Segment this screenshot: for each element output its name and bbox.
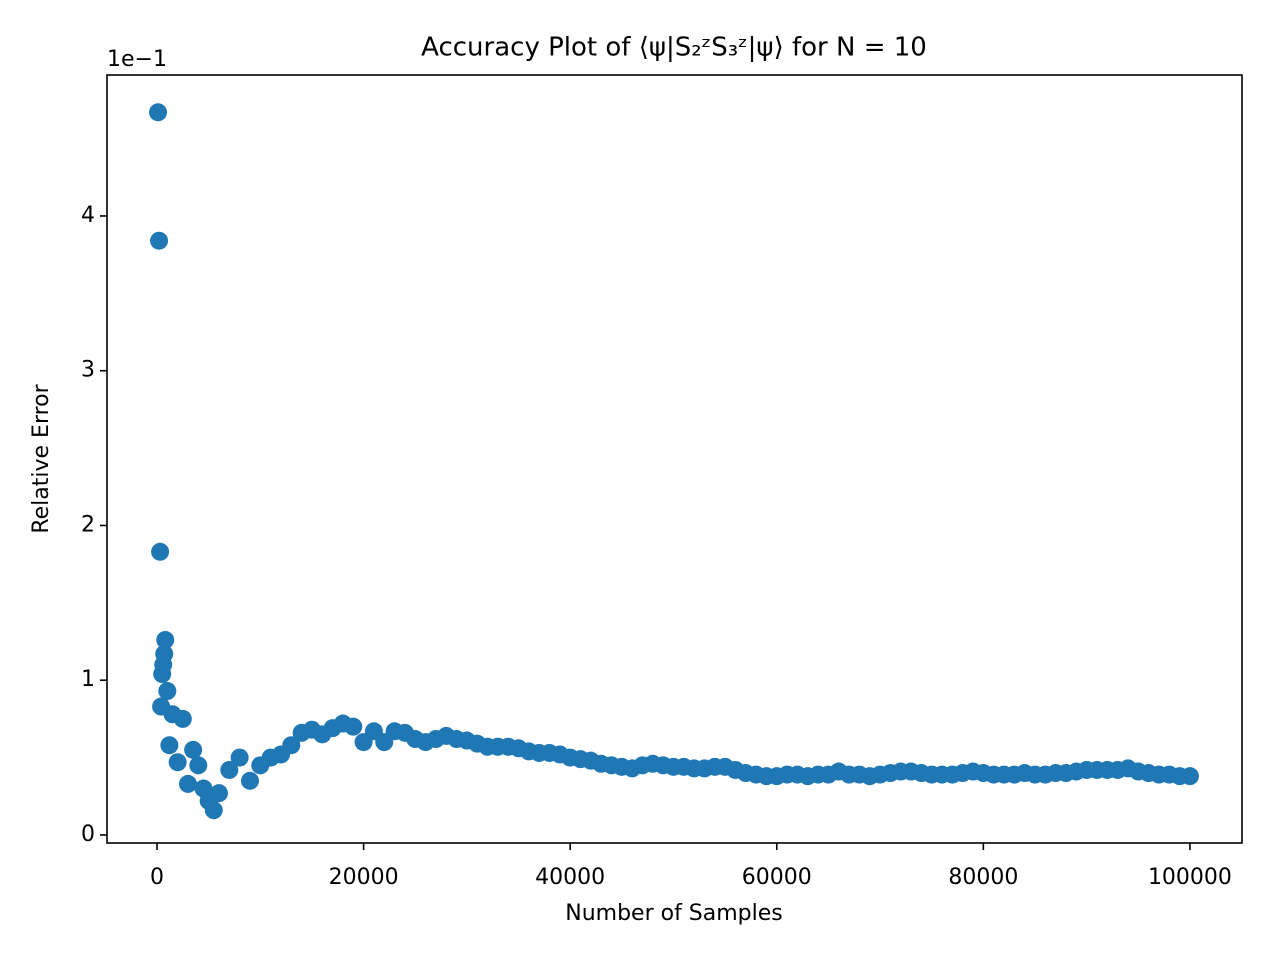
scatter-point [151,542,170,561]
y-offset-text: 1e−1 [107,47,167,72]
x-tick-label: 0 [150,865,164,890]
scatter-point [158,682,177,701]
scatter-point [178,774,197,793]
scatter-point [155,644,174,663]
scatter-point [220,760,239,779]
chart-title: Accuracy Plot of ⟨ψ|S₂ᶻS₃ᶻ|ψ⟩ for N = 10 [421,33,927,63]
y-tick-label: 4 [81,203,95,228]
scatter-point [209,784,228,803]
axes-frame [106,74,1243,844]
scatter-point [168,753,187,772]
x-axis-label: Number of Samples [565,901,783,926]
y-tick-label: 2 [81,512,95,537]
scatter-point [173,709,192,728]
scatter-point [230,748,249,767]
x-tick-label: 40000 [535,865,605,890]
scatter-point [344,717,363,736]
scatter-point [240,771,259,790]
scatter-point [282,736,301,755]
y-tick-label: 3 [81,358,95,383]
plot-area [149,103,1199,820]
y-tick-label: 0 [81,822,95,847]
scatter-point [160,736,179,755]
scatter-point [184,740,203,759]
x-tick-label: 100000 [1148,865,1232,890]
x-tick-label: 80000 [948,865,1018,890]
x-tick-label: 20000 [329,865,399,890]
x-tick-label: 60000 [742,865,812,890]
scatter-point [149,103,168,122]
scatter-point [156,630,175,649]
scatter-point [1180,767,1199,786]
scatter-point [150,231,169,250]
scatter-point [204,801,223,820]
scatter-point [189,756,208,775]
y-tick-label: 1 [81,667,95,692]
y-axis-label: Relative Error [29,383,54,533]
